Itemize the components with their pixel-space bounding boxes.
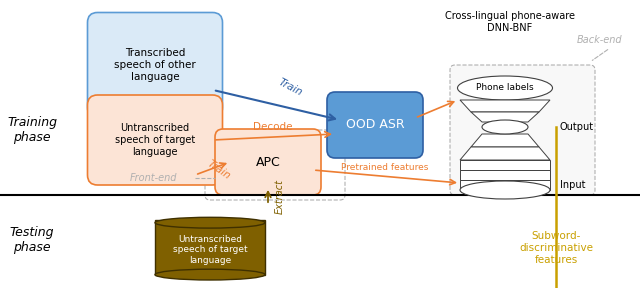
Text: Phone labels: Phone labels xyxy=(476,84,534,92)
Text: Train: Train xyxy=(276,77,304,98)
Polygon shape xyxy=(460,100,550,112)
Text: Back-end: Back-end xyxy=(577,35,623,45)
Text: Input: Input xyxy=(560,180,586,190)
Ellipse shape xyxy=(458,76,552,100)
Ellipse shape xyxy=(460,181,550,199)
FancyBboxPatch shape xyxy=(155,220,265,274)
Text: APC: APC xyxy=(255,156,280,168)
FancyBboxPatch shape xyxy=(460,160,550,170)
Text: Untranscribed
speech of target
language: Untranscribed speech of target language xyxy=(115,123,195,157)
Ellipse shape xyxy=(155,217,265,228)
Polygon shape xyxy=(471,112,539,122)
FancyBboxPatch shape xyxy=(88,12,223,118)
Ellipse shape xyxy=(155,269,265,280)
Text: Training
phase: Training phase xyxy=(7,116,57,144)
Text: Output: Output xyxy=(560,122,594,132)
Text: Untranscribed
speech of target
language: Untranscribed speech of target language xyxy=(173,235,247,265)
FancyBboxPatch shape xyxy=(460,180,550,190)
Text: Testing
phase: Testing phase xyxy=(10,226,54,254)
FancyBboxPatch shape xyxy=(327,92,423,158)
Ellipse shape xyxy=(482,120,528,134)
Text: Pretrained features: Pretrained features xyxy=(341,163,429,172)
FancyBboxPatch shape xyxy=(450,65,595,195)
FancyBboxPatch shape xyxy=(215,129,321,195)
Text: Subword-
discriminative
features: Subword- discriminative features xyxy=(519,231,593,265)
Text: Front-end: Front-end xyxy=(130,173,177,183)
Polygon shape xyxy=(471,134,539,147)
FancyBboxPatch shape xyxy=(88,95,223,185)
Text: OOD ASR: OOD ASR xyxy=(346,118,404,132)
Text: Transcribed
speech of other
language: Transcribed speech of other language xyxy=(114,48,196,82)
FancyBboxPatch shape xyxy=(460,170,550,180)
Polygon shape xyxy=(460,147,550,160)
Text: Cross-lingual phone-aware
DNN-BNF: Cross-lingual phone-aware DNN-BNF xyxy=(445,11,575,33)
Text: Extract: Extract xyxy=(275,179,285,213)
Text: Train: Train xyxy=(205,158,232,181)
Text: Decode: Decode xyxy=(253,122,292,132)
